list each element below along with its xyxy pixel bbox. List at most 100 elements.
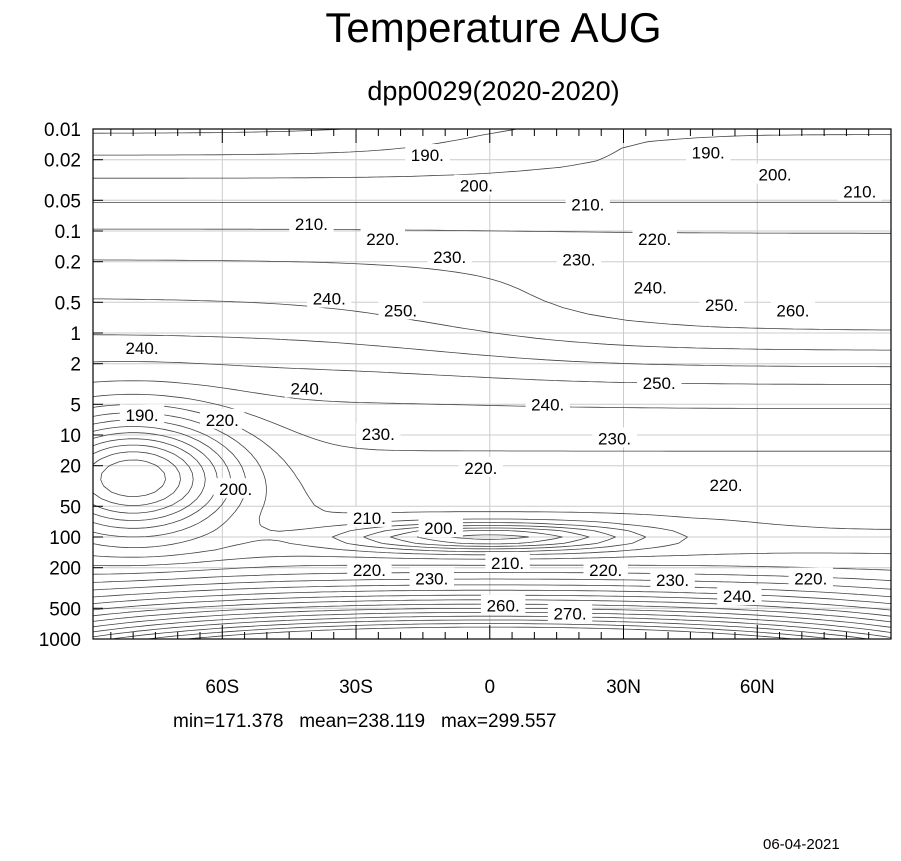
contour-label-bg bbox=[717, 585, 762, 606]
axis-ticks bbox=[93, 128, 892, 640]
page-title: Temperature AUG bbox=[325, 4, 662, 51]
contour-label-text: 240. bbox=[290, 379, 323, 398]
contour-label-bg bbox=[347, 506, 392, 527]
contour-label-bg bbox=[307, 287, 352, 308]
contour-line bbox=[186, 626, 794, 640]
y-tick-label: 10 bbox=[60, 426, 81, 447]
contour-label-text: 200. bbox=[759, 166, 792, 185]
contour-labels: 190. 190. 200. 200. 210. 210. 210. 220. 220. 230.… bbox=[119, 141, 882, 623]
contour-label-21: 220. bbox=[200, 408, 245, 430]
contour-label-bg bbox=[409, 567, 455, 588]
contour-label-text: 260. bbox=[487, 597, 520, 616]
contour-label-bg bbox=[632, 228, 677, 249]
contour-label-7: 220. bbox=[360, 228, 405, 249]
contour-label-11: 240. bbox=[628, 276, 673, 298]
contour-label-23: 230. bbox=[592, 427, 637, 448]
contour-label-bg bbox=[480, 594, 526, 615]
contour-line bbox=[92, 451, 181, 506]
contour-label-17: 240. bbox=[284, 377, 330, 398]
y-tick-label: 100 bbox=[49, 528, 81, 549]
contour-label-bg bbox=[405, 144, 450, 165]
contour-label-33: 230. bbox=[409, 567, 455, 588]
contour-line bbox=[92, 412, 688, 558]
contour-line bbox=[92, 404, 892, 567]
contour-label-10: 230. bbox=[556, 248, 602, 269]
contour-label-text: 250. bbox=[384, 301, 417, 320]
y-axis-tick-labels: 0.01 0.02 0.05 0.1 0.2 0.5 1 2 5 10 20 50 100 200 500 1… bbox=[39, 120, 81, 651]
contour-label-text: 270. bbox=[553, 604, 586, 623]
y-tick-label: 0.05 bbox=[44, 191, 81, 212]
contour-line bbox=[92, 380, 892, 583]
contour-label-text: 210. bbox=[843, 183, 876, 202]
contour-label-bg bbox=[378, 299, 423, 320]
contour-label-1: 190. bbox=[686, 141, 731, 163]
contour-label-19: 240. bbox=[525, 393, 570, 414]
contour-label-text: 200. bbox=[219, 480, 252, 499]
contour-line bbox=[92, 426, 616, 550]
y-tick-label: 500 bbox=[49, 599, 81, 620]
contour-lines bbox=[92, 128, 892, 640]
contour-label-text: 210. bbox=[491, 554, 524, 573]
contour-label-8: 220. bbox=[632, 228, 677, 249]
contour-label-2: 200. bbox=[454, 174, 499, 196]
y-tick-label: 0.2 bbox=[55, 253, 81, 274]
contour-label-bg bbox=[556, 248, 602, 269]
y-tick-label: 200 bbox=[49, 559, 81, 580]
x-tick-label: 60S bbox=[205, 677, 239, 698]
contour-label-text: 240. bbox=[531, 395, 564, 414]
contour-label-text: 220. bbox=[638, 230, 671, 249]
contour-label-12: 240. bbox=[307, 287, 352, 309]
contour-label-30: 220. bbox=[347, 558, 392, 580]
contour-line bbox=[92, 393, 892, 575]
y-tick-label: 5 bbox=[70, 395, 81, 416]
contour-label-text: 190. bbox=[411, 146, 444, 165]
x-tick-label: 0 bbox=[484, 677, 495, 698]
contour-label-text: 230. bbox=[415, 569, 448, 588]
contour-label-bg bbox=[752, 163, 798, 184]
contour-label-text: 210. bbox=[295, 215, 328, 234]
x-axis-tick-labels: 60S 30S 0 30N 60N bbox=[205, 677, 774, 698]
date-stamp: 06-04-2021 bbox=[763, 836, 840, 853]
contour-label-text: 220. bbox=[794, 569, 827, 588]
contour-line bbox=[92, 334, 892, 598]
contour-label-bg bbox=[686, 141, 731, 162]
contour-label-bg bbox=[547, 602, 593, 623]
y-tick-label: 1000 bbox=[39, 630, 81, 651]
contour-label-28: 200. bbox=[418, 517, 463, 538]
contour-label-bg bbox=[427, 246, 472, 267]
contour-label-5: 210. bbox=[565, 193, 611, 215]
contour-label-text: 230. bbox=[562, 250, 595, 269]
contour-line bbox=[111, 619, 869, 640]
contour-label-bg bbox=[347, 558, 392, 579]
contour-label-text: 190. bbox=[692, 144, 725, 163]
contour-label-bg bbox=[200, 408, 245, 429]
contour-label-bg bbox=[565, 193, 611, 214]
contour-label-0: 190. bbox=[405, 144, 450, 165]
contour-label-bg bbox=[628, 276, 673, 297]
contour-label-bg bbox=[788, 567, 833, 588]
contour-label-bg bbox=[356, 423, 401, 444]
y-tick-label: 0.01 bbox=[44, 120, 81, 141]
contour-label-text: 240. bbox=[634, 279, 667, 298]
contour-label-13: 250. bbox=[378, 299, 423, 320]
y-tick-label: 2 bbox=[70, 355, 81, 376]
contour-label-3: 200. bbox=[752, 163, 798, 185]
contour-label-26: 200. bbox=[213, 478, 258, 499]
contour-label-20: 190. bbox=[119, 404, 165, 425]
contour-label-bg bbox=[583, 558, 628, 579]
contour-label-bg bbox=[703, 474, 749, 495]
contour-label-text: 210. bbox=[353, 509, 386, 528]
contour-line bbox=[146, 623, 833, 640]
contour-label-text: 240. bbox=[313, 290, 346, 309]
contour-label-bg bbox=[837, 180, 882, 201]
contour-label-text: 210. bbox=[571, 196, 604, 215]
contour-label-text: 190. bbox=[125, 406, 158, 425]
contour-label-24: 220. bbox=[458, 456, 504, 478]
contour-label-4: 210. bbox=[837, 180, 882, 202]
y-tick-label: 50 bbox=[60, 497, 81, 518]
y-tick-label: 0.1 bbox=[55, 222, 81, 243]
contour-label-text: 220. bbox=[353, 561, 386, 580]
contour-label-text: 200. bbox=[424, 519, 457, 538]
y-tick-label: 20 bbox=[60, 457, 81, 478]
x-tick-label: 30S bbox=[339, 677, 373, 698]
